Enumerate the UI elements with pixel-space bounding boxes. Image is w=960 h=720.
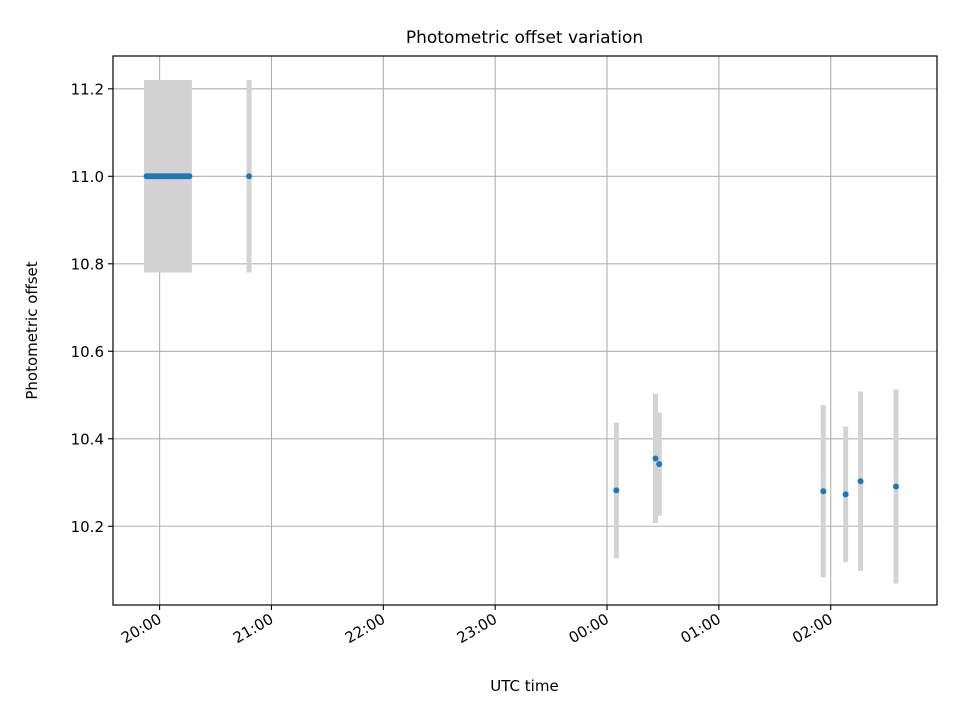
y-tick-label: 10.8 [71, 255, 104, 273]
data-point [892, 483, 899, 490]
y-tick-label: 10.4 [71, 430, 104, 448]
data-point [613, 487, 620, 494]
x-axis-label: UTC time [490, 677, 558, 695]
y-tick-label: 10.6 [71, 343, 104, 361]
data-point [652, 455, 659, 462]
y-axis-label: Photometric offset [23, 261, 41, 399]
data-point [842, 491, 849, 498]
y-tick-label: 11.2 [71, 80, 104, 98]
points [143, 173, 899, 498]
data-point [820, 488, 827, 495]
data-point [186, 173, 193, 180]
y-axis: 10.2 10.4 10.6 10.8 11.0 11.2 [71, 80, 113, 536]
data-point [246, 173, 253, 180]
data-point [857, 478, 864, 485]
data-point [656, 461, 663, 468]
y-tick-label: 11.0 [71, 168, 104, 186]
plot-frame [112, 55, 938, 606]
chart-title: Photometric offset variation [406, 28, 643, 48]
y-tick-label: 10.2 [71, 518, 104, 536]
